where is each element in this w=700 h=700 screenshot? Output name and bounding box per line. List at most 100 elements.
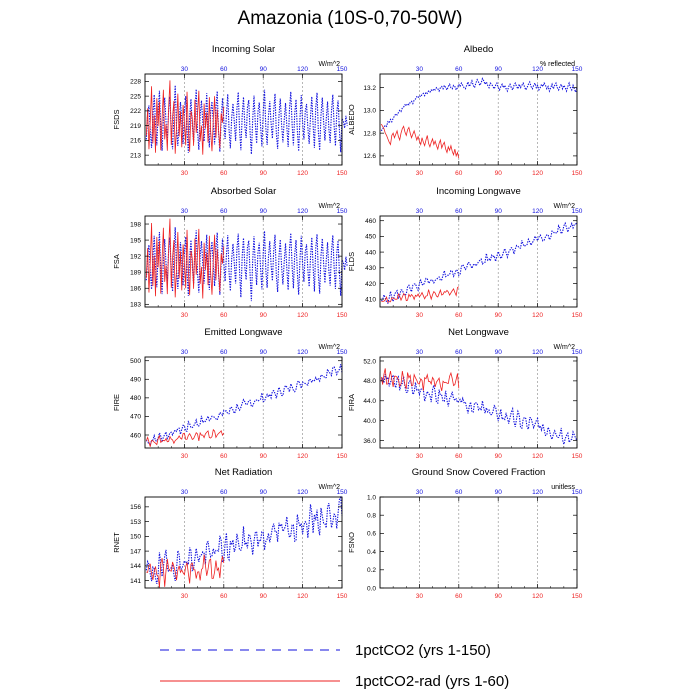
panel-title: Absorbed Solar: [211, 186, 276, 197]
x-tick-label-top: 90: [260, 66, 268, 73]
x-tick-label-top: 90: [495, 66, 503, 73]
y-tick-label: 0.8: [367, 513, 376, 520]
x-tick-label-top: 60: [220, 66, 228, 73]
panel-title: Net Radiation: [215, 467, 273, 478]
x-tick-label-bottom: 30: [416, 453, 424, 460]
x-tick-label-top: 30: [416, 489, 424, 496]
y-axis-label: FSDS: [112, 109, 121, 129]
y-tick-label: 192: [130, 253, 141, 260]
x-tick-label-bottom: 90: [495, 593, 503, 600]
x-tick-label-top: 60: [220, 208, 228, 215]
panel-fsno: Ground Snow Covered Fraction unitless FSNO…: [347, 467, 583, 600]
y-axis-label: FSNO: [347, 532, 356, 553]
x-tick-label-top: 30: [181, 489, 189, 496]
y-axis-label: RNET: [112, 532, 121, 553]
y-axis-label: FLDS: [347, 252, 356, 271]
legend-label: 1pctCO2 (yrs 1-150): [355, 642, 491, 659]
y-tick-label: 156: [130, 504, 141, 511]
y-axis-label: FIRE: [112, 394, 121, 411]
panel-title: Albedo: [464, 44, 494, 55]
y-tick-label: 195: [130, 237, 141, 244]
series-1pctco2-line: [145, 495, 343, 585]
x-tick-label-bottom: 150: [337, 170, 348, 177]
plot-frame: [144, 215, 343, 308]
y-tick-label: 198: [130, 221, 141, 228]
y-tick-label: 12.8: [363, 130, 376, 137]
x-tick-label-bottom: 90: [495, 312, 503, 319]
units-label: % reflected: [540, 61, 575, 68]
x-tick-label-bottom: 150: [572, 593, 583, 600]
x-tick-label-bottom: 90: [260, 593, 268, 600]
plot-frame: [379, 356, 578, 449]
panel-title: Net Longwave: [448, 327, 509, 338]
plot-frame: [379, 496, 578, 589]
x-tick-label-bottom: 150: [337, 453, 348, 460]
y-tick-label: 216: [130, 138, 141, 145]
x-tick-label-bottom: 120: [297, 453, 308, 460]
x-tick-label-top: 30: [181, 208, 189, 215]
panel-title: Incoming Solar: [212, 44, 275, 55]
x-tick-label-top: 30: [181, 66, 189, 73]
x-tick-label-top: 120: [532, 66, 543, 73]
x-tick-label-bottom: 60: [455, 453, 463, 460]
plot-frame: [379, 73, 578, 166]
series-1pctco2-rad-line: [380, 123, 460, 159]
y-tick-label: 48.0: [363, 378, 376, 385]
x-tick-label-top: 120: [297, 208, 308, 215]
x-tick-label-top: 150: [337, 349, 348, 356]
x-tick-label-bottom: 150: [572, 453, 583, 460]
series-1pctco2-rad-line: [146, 554, 225, 588]
x-tick-label-top: 150: [572, 489, 583, 496]
series-1pctco2-rad-line: [145, 218, 225, 299]
x-tick-label-bottom: 30: [416, 170, 424, 177]
y-axis-label: FSA: [112, 254, 121, 269]
x-tick-label-top: 150: [572, 66, 583, 73]
series-1pctco2-line: [380, 373, 578, 447]
x-tick-label-bottom: 90: [495, 453, 503, 460]
x-tick-label-bottom: 90: [260, 312, 268, 319]
x-tick-label-bottom: 30: [416, 593, 424, 600]
y-tick-label: 225: [130, 93, 141, 100]
y-tick-label: 0.0: [367, 585, 376, 592]
x-tick-label-bottom: 30: [181, 453, 189, 460]
series-1pctco2-rad-line: [145, 428, 225, 447]
y-tick-label: 13.2: [363, 85, 376, 92]
panel-title: Emitted Longwave: [204, 327, 282, 338]
plot-frame: [144, 496, 343, 589]
y-tick-label: 500: [130, 358, 141, 365]
x-tick-label-top: 120: [532, 349, 543, 356]
x-tick-label-bottom: 30: [181, 312, 189, 319]
x-tick-label-bottom: 150: [572, 312, 583, 319]
plot-frame: [144, 73, 343, 166]
x-tick-label-bottom: 60: [455, 593, 463, 600]
panel-title: Incoming Longwave: [436, 186, 521, 197]
x-tick-label-bottom: 60: [220, 593, 228, 600]
panel-albedo: Albedo % reflected ALBEDO 30 60 90 120 150 30 60 9…: [347, 44, 583, 177]
panel-fsa: Absorbed Solar W/m^2 FSA 30 60 90 120 150 30 60 90…: [112, 186, 348, 319]
series-1pctco2-rad-line: [381, 286, 460, 303]
x-tick-label-top: 90: [260, 349, 268, 356]
x-tick-label-bottom: 150: [572, 170, 583, 177]
y-tick-label: 153: [130, 519, 141, 526]
series-1pctco2-line: [380, 77, 578, 132]
legend-item-1pctco2: 1pctCO2 (yrs 1-150): [160, 642, 491, 659]
series-1pctco2-rad-line: [145, 80, 225, 155]
x-tick-label-top: 90: [495, 349, 503, 356]
x-tick-label-top: 120: [532, 489, 543, 496]
y-tick-label: 52.0: [363, 358, 376, 365]
x-tick-label-top: 150: [337, 208, 348, 215]
figure-title: Amazonia (10S-0,70-50W): [237, 8, 463, 29]
units-label: W/m^2: [318, 484, 340, 491]
series-1pctco2-line: [380, 221, 578, 305]
panel-rnet: Net Radiation W/m^2 RNET 30 60 90 120 150 30 60 90…: [112, 467, 348, 600]
x-tick-label-bottom: 150: [337, 312, 348, 319]
y-tick-label: 186: [130, 286, 141, 293]
x-tick-label-top: 60: [220, 349, 228, 356]
y-tick-label: 460: [130, 432, 141, 439]
x-tick-label-bottom: 30: [181, 593, 189, 600]
x-tick-label-bottom: 90: [260, 453, 268, 460]
y-tick-label: 147: [130, 548, 141, 555]
plot-frame: [144, 356, 343, 449]
legend-item-1pctco2-rad: 1pctCO2-rad (yrs 1-60): [160, 673, 509, 690]
